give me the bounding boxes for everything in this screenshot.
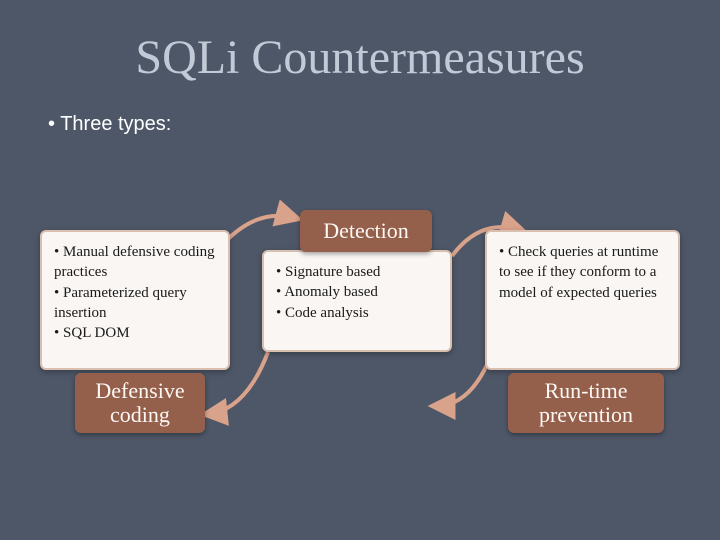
list-item: Code analysis: [276, 303, 438, 323]
list-item: Signature based: [276, 262, 438, 282]
page-title: SQLi Countermeasures: [0, 0, 720, 85]
card-detection: Signature based Anomaly based Code analy…: [262, 250, 452, 352]
card-defensive-coding: Manual defensive coding practices Parame…: [40, 230, 230, 370]
card-runtime-prevention: Check queries at runtime to see if they …: [485, 230, 680, 370]
label-runtime-prevention: Run-time prevention: [508, 373, 664, 433]
label-defensive-coding: Defensive coding: [75, 373, 205, 433]
subtitle-line: • Three types:: [0, 85, 720, 136]
list-item: Manual defensive coding practices: [54, 242, 216, 283]
list-item: Parameterized query insertion: [54, 283, 216, 324]
diagram-area: Manual defensive coding practices Parame…: [0, 200, 720, 540]
list-item: SQL DOM: [54, 323, 216, 343]
list-item: Anomaly based: [276, 282, 438, 302]
label-detection: Detection: [300, 210, 432, 252]
list-item: Check queries at runtime to see if they …: [499, 242, 666, 303]
